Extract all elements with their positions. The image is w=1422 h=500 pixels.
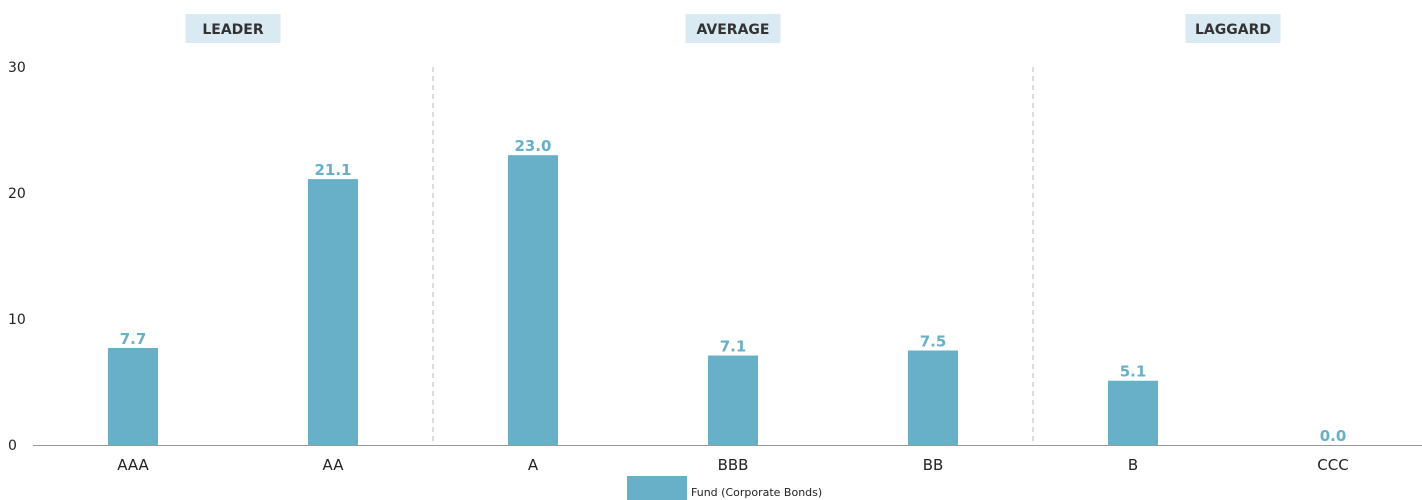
- data-label: 7.1: [720, 338, 747, 356]
- group-label: LAGGARD: [1195, 22, 1271, 38]
- group-label: AVERAGE: [697, 22, 770, 38]
- data-label: 21.1: [314, 161, 351, 179]
- y-tick-label: 30: [8, 60, 26, 76]
- x-tick-label: BB: [923, 456, 944, 474]
- x-tick-label: AAA: [117, 456, 149, 474]
- group-badge: [685, 14, 781, 43]
- data-labels: 7.7 21.1 23.0 7.1 7.5 5.1 0.0: [120, 137, 1347, 445]
- bar-bbb: [708, 355, 758, 445]
- data-label: 0.0: [1320, 427, 1347, 445]
- group-badge: [1185, 14, 1281, 43]
- x-tick-label: A: [528, 456, 539, 474]
- group-dividers: [432, 67, 1034, 445]
- group-label: LEADER: [202, 22, 264, 38]
- x-tick-label: BBB: [718, 456, 749, 474]
- x-tick-label: AA: [323, 456, 345, 474]
- legend-label: Fund (Corporate Bonds): [691, 486, 822, 499]
- bar-bb: [908, 350, 958, 445]
- data-label: 5.1: [1120, 363, 1147, 381]
- legend-swatch: [627, 476, 687, 500]
- x-axis: AAA AA A BBB BB B CCC: [33, 445, 1422, 474]
- data-label: 23.0: [514, 137, 551, 155]
- bar-aaa: [108, 347, 158, 445]
- x-tick-label: CCC: [1317, 456, 1348, 474]
- y-axis: 0 10 20 30: [8, 60, 26, 454]
- y-tick-label: 0: [8, 438, 17, 454]
- data-label: 7.7: [120, 330, 147, 348]
- y-tick-label: 10: [8, 312, 26, 328]
- bar-a: [508, 155, 558, 445]
- legend: Fund (Corporate Bonds): [627, 476, 822, 500]
- group-badge: [185, 14, 281, 43]
- data-label: 7.5: [920, 333, 947, 351]
- bar-aa: [308, 179, 358, 445]
- bars: [108, 155, 1158, 445]
- bar-b: [1108, 380, 1158, 445]
- x-tick-label: B: [1128, 456, 1138, 474]
- y-tick-label: 20: [8, 186, 26, 202]
- group-badges: LEADER AVERAGE LAGGARD: [185, 14, 1281, 43]
